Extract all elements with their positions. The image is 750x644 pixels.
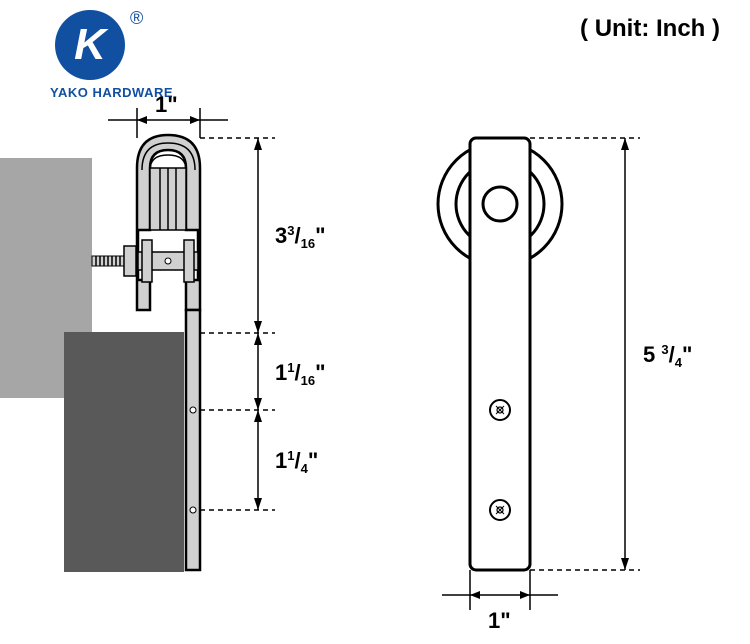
dim-right-height: 5 3/4": [643, 342, 692, 370]
door-block: [64, 332, 184, 572]
front-view: [438, 138, 562, 570]
dim-top-width: 1": [155, 92, 178, 117]
dim-h2: 11/16": [275, 360, 326, 388]
dim-h1: 33/16": [275, 223, 326, 251]
spacer: [124, 246, 136, 276]
technical-diagram: 1" 33/16" 11/16" 11/4": [0, 0, 750, 644]
dim-right-width: 1": [488, 608, 511, 633]
dim-h3: 11/4": [275, 448, 318, 476]
roller-assembly: [137, 135, 200, 310]
hanger-strap: [186, 310, 200, 570]
